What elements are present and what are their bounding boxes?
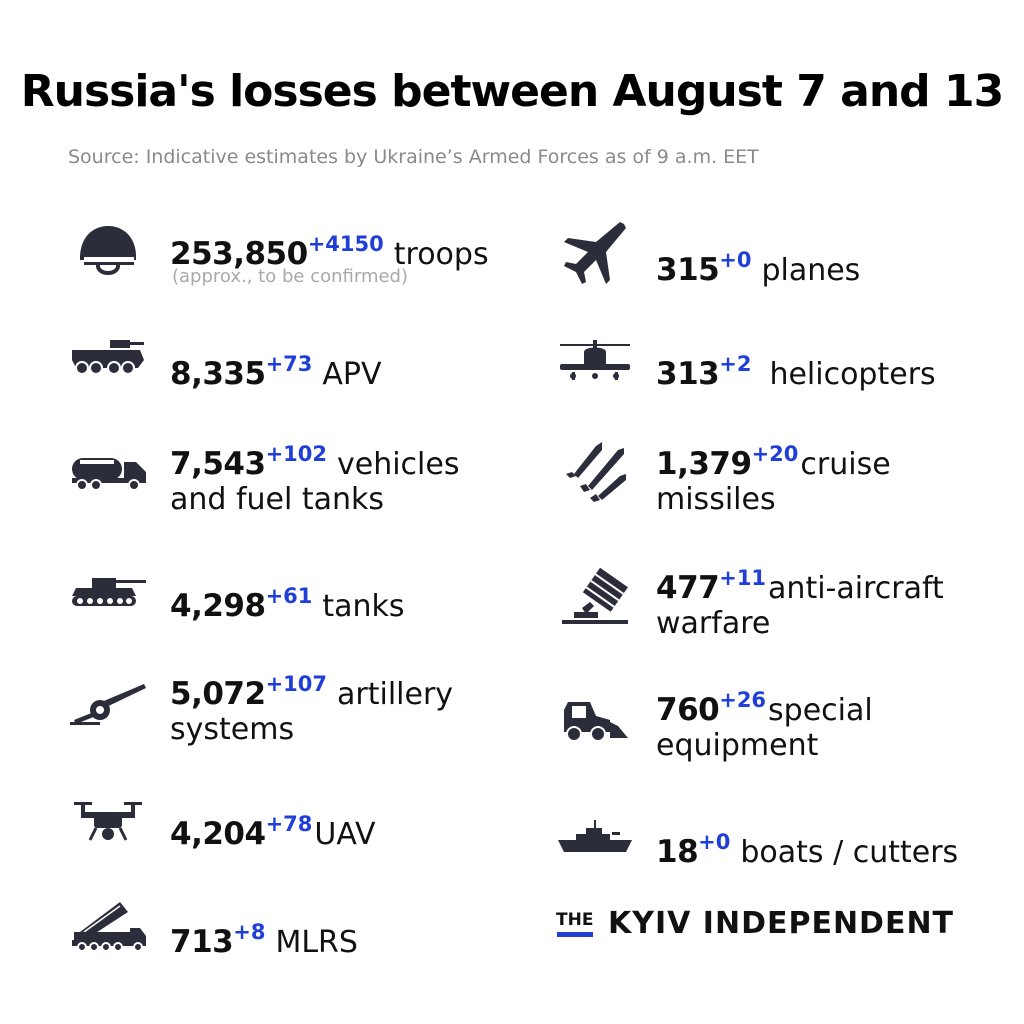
helmet-icon — [76, 224, 138, 282]
stat-value: 7,543 — [170, 446, 266, 482]
stat-note: (approx., to be confirmed) — [172, 266, 408, 287]
stat-value: 4,204 — [170, 816, 266, 852]
drone-icon — [74, 800, 142, 842]
stat-label: helicopters — [769, 357, 936, 392]
stat-label: special — [768, 693, 873, 728]
stat-label: tanks — [322, 589, 405, 624]
plane-icon — [560, 220, 628, 286]
brand-name: KYIV INDEPENDENT — [608, 906, 955, 941]
helicopter-icon — [558, 338, 632, 382]
kyiv-independent-logo: THE KYIV INDEPENDENT — [556, 906, 976, 950]
stat-delta: +78 — [265, 812, 313, 836]
stat-label-line2: warfare — [656, 606, 771, 641]
stat-label: MLRS — [275, 925, 358, 960]
stat-value: 18 — [656, 834, 699, 870]
stat-delta: +26 — [719, 688, 767, 712]
stat-label-line2: systems — [170, 712, 295, 747]
stat-label: anti-aircraft — [768, 571, 944, 606]
stat-delta: +107 — [265, 672, 327, 696]
brand-underline — [557, 932, 593, 937]
stat-value: 477 — [656, 570, 720, 606]
stat-delta: +8 — [233, 920, 266, 944]
artillery-icon — [70, 680, 148, 728]
stat-label: troops — [393, 237, 489, 272]
source-note: Source: Indicative estimates by Ukraine’… — [68, 146, 759, 168]
stat-value: 4,298 — [170, 588, 266, 624]
stat-label: vehicles — [337, 447, 460, 482]
stat-delta: +102 — [265, 442, 327, 466]
stat-value: 315 — [656, 252, 720, 288]
stat-value: 713 — [170, 924, 234, 960]
page-title: Russia's losses between August 7 and 13 — [20, 66, 1004, 117]
mlrs-icon — [70, 898, 148, 952]
stat-delta: +0 — [698, 830, 731, 854]
stat-value: 8,335 — [170, 356, 266, 392]
stat-delta: +2 — [719, 352, 752, 376]
brand-the: THE — [556, 910, 594, 930]
stat-label-line2: and fuel tanks — [170, 482, 385, 517]
stat-value: 760 — [656, 692, 720, 728]
stat-label: APV — [322, 357, 382, 392]
stat-value: 313 — [656, 356, 720, 392]
stat-label: UAV — [314, 817, 376, 852]
stat-label: cruise — [800, 447, 891, 482]
stat-delta: +61 — [265, 584, 313, 608]
anti-aircraft-icon — [560, 568, 630, 626]
stat-delta: +4150 — [307, 232, 384, 256]
fuel-truck-icon — [70, 454, 148, 492]
tank-icon — [70, 574, 148, 610]
stat-delta: +73 — [265, 352, 313, 376]
stat-label: artillery — [337, 677, 454, 712]
stat-value: 1,379 — [656, 446, 752, 482]
stat-value: 253,850 — [170, 236, 308, 272]
stat-delta: +0 — [719, 248, 752, 272]
stat-label: planes — [761, 253, 861, 288]
stat-label: boats / cutters — [740, 835, 959, 870]
stat-delta: +11 — [719, 566, 767, 590]
loader-icon — [560, 698, 630, 744]
missiles-icon — [562, 440, 628, 504]
stat-delta: +20 — [751, 442, 799, 466]
apv-icon — [70, 338, 146, 378]
stat-label-line2: equipment — [656, 728, 819, 763]
boat-icon — [556, 818, 634, 856]
stat-value: 5,072 — [170, 676, 266, 712]
stat-label-line2: missiles — [656, 482, 776, 517]
